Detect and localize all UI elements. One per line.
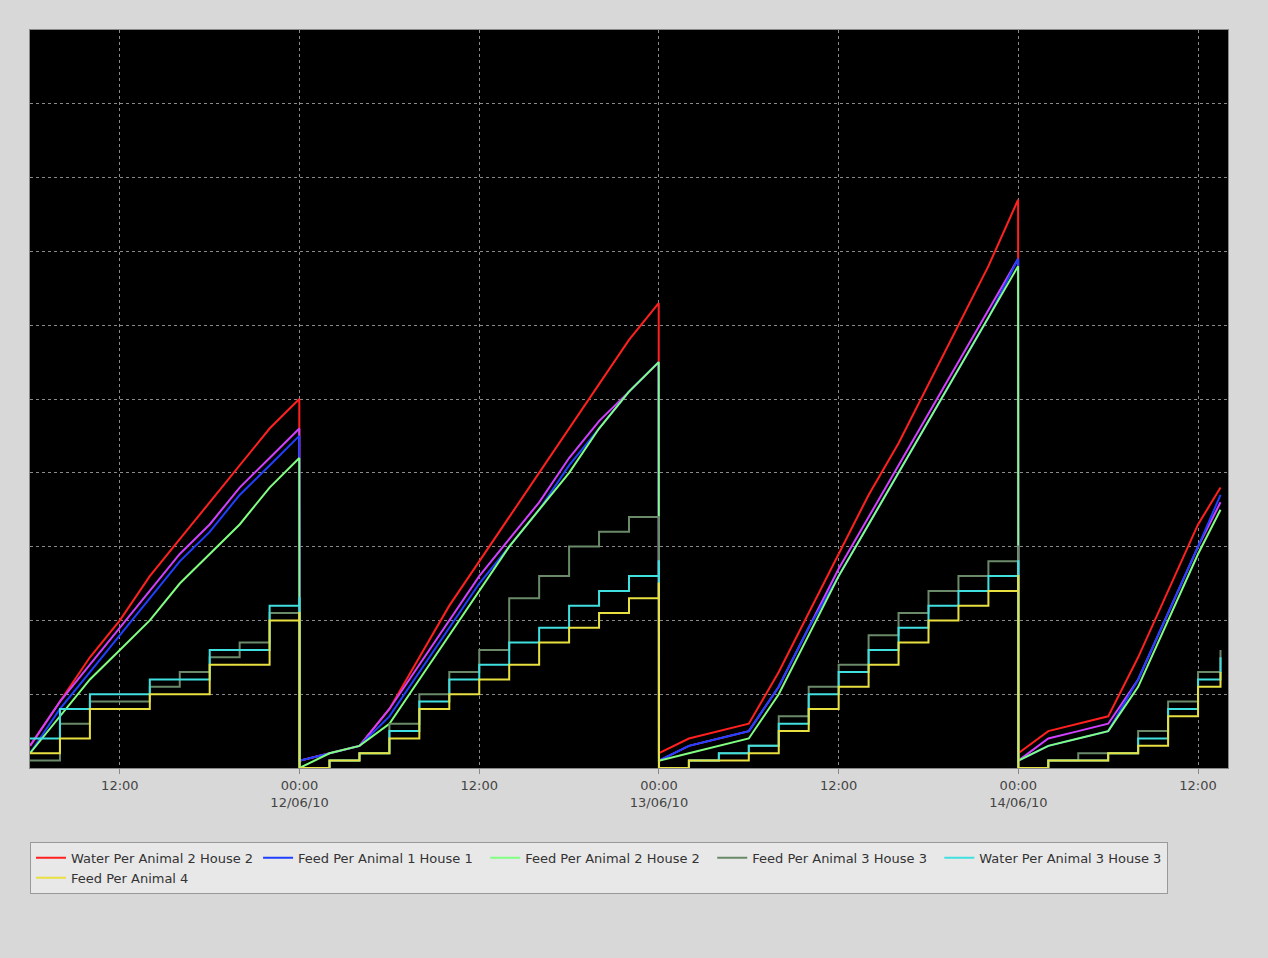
svg-text:Feed Per Animal 3 House 3: Feed Per Animal 3 House 3 xyxy=(752,851,927,866)
svg-text:12:00: 12:00 xyxy=(1179,778,1216,793)
svg-text:12:00: 12:00 xyxy=(101,778,138,793)
svg-text:Feed Per Animal 4: Feed Per Animal 4 xyxy=(71,871,188,886)
svg-text:12:00: 12:00 xyxy=(820,778,857,793)
svg-text:Feed Per Animal 1 House 1: Feed Per Animal 1 House 1 xyxy=(298,851,473,866)
svg-text:12:00: 12:00 xyxy=(461,778,498,793)
svg-text:00:0012/06/10: 00:0012/06/10 xyxy=(270,778,328,810)
svg-text:Feed Per Animal 2 House 2: Feed Per Animal 2 House 2 xyxy=(525,851,700,866)
svg-text:00:0014/06/10: 00:0014/06/10 xyxy=(989,778,1047,810)
svg-text:00:0013/06/10: 00:0013/06/10 xyxy=(630,778,688,810)
svg-text:Water Per Animal 2 House 2: Water Per Animal 2 House 2 xyxy=(71,851,253,866)
svg-text:Water Per Animal 3 House 3: Water Per Animal 3 House 3 xyxy=(979,851,1161,866)
